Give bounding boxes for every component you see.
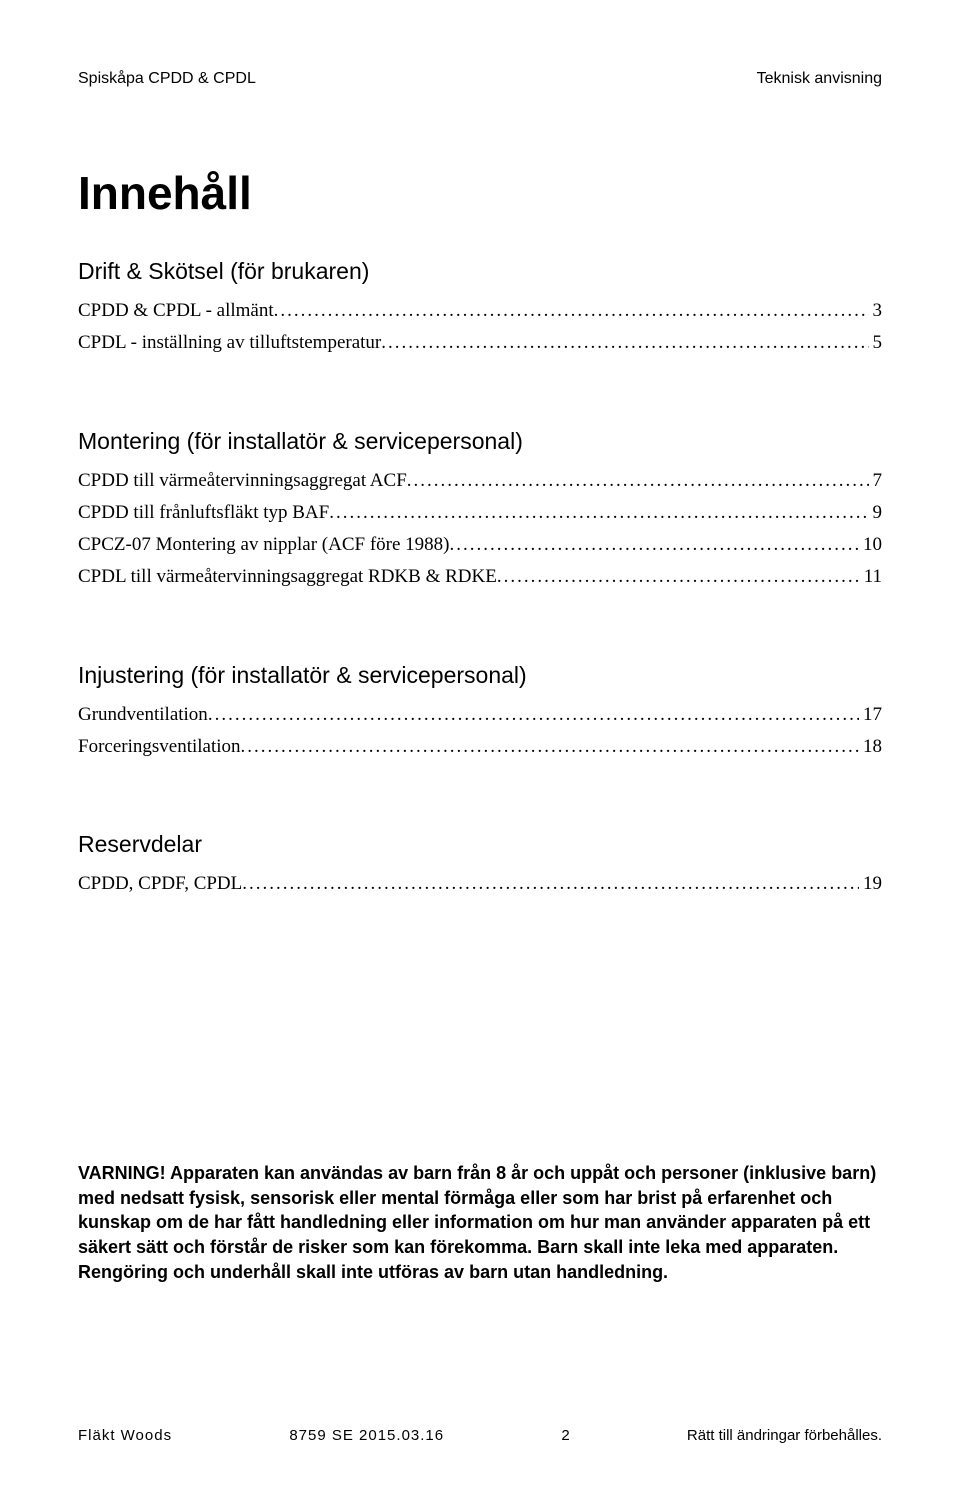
toc-entry: CPDD, CPDF, CPDL 19 <box>78 868 882 900</box>
toc-section-heading: Montering (för installatör & servicepers… <box>78 428 882 455</box>
toc-entry: Forceringsventilation 18 <box>78 731 882 763</box>
page-header: Spiskåpa CPDD & CPDL Teknisk anvisning <box>78 70 882 88</box>
toc-label: CPDD & CPDL - allmänt <box>78 295 274 327</box>
toc-entry: CPDL till värmeåtervinningsaggregat RDKB… <box>78 561 882 593</box>
toc-label: Grundventilation <box>78 699 208 731</box>
toc-leader <box>407 465 869 497</box>
toc-page-number: 18 <box>859 731 882 763</box>
page-title: Innehåll <box>78 166 882 220</box>
toc-entry: CPDD & CPDL - allmänt 3 <box>78 295 882 327</box>
toc-entry: Grundventilation 17 <box>78 699 882 731</box>
warning-text: VARNING! Apparaten kan användas av barn … <box>78 1161 882 1285</box>
toc-label: CPCZ-07 Montering av nipplar (ACF före 1… <box>78 529 450 561</box>
toc-entry: CPCZ-07 Montering av nipplar (ACF före 1… <box>78 529 882 561</box>
toc-label: CPDL - inställning av tilluftstemperatur <box>78 327 381 359</box>
toc-label: CPDD, CPDF, CPDL <box>78 868 242 900</box>
toc-page-number: 3 <box>869 295 883 327</box>
header-right: Teknisk anvisning <box>757 70 882 88</box>
page-footer: Fläkt Woods 8759 SE 2015.03.16 2 Rätt ti… <box>78 1427 882 1444</box>
toc-entry: CPDD till frånluftsfläkt typ BAF 9 <box>78 497 882 529</box>
footer-rights: Rätt till ändringar förbehålles. <box>687 1427 882 1444</box>
toc-section-heading: Reservdelar <box>78 831 882 858</box>
toc-leader <box>241 731 859 763</box>
toc-page-number: 11 <box>860 561 882 593</box>
toc-leader <box>242 868 859 900</box>
toc-label: CPDD till frånluftsfläkt typ BAF <box>78 497 329 529</box>
toc-leader <box>274 295 869 327</box>
toc-leader <box>450 529 859 561</box>
toc-label: CPDL till värmeåtervinningsaggregat RDKB… <box>78 561 497 593</box>
footer-docid: 8759 SE 2015.03.16 <box>289 1427 444 1444</box>
toc-leader <box>381 327 868 359</box>
header-left: Spiskåpa CPDD & CPDL <box>78 70 256 88</box>
toc-entry: CPDL - inställning av tilluftstemperatur… <box>78 327 882 359</box>
toc-label: CPDD till värmeåtervinningsaggregat ACF <box>78 465 407 497</box>
toc-label: Forceringsventilation <box>78 731 241 763</box>
toc-page-number: 9 <box>869 497 883 529</box>
toc-section-heading: Injustering (för installatör & servicepe… <box>78 662 882 689</box>
toc-page-number: 7 <box>869 465 883 497</box>
toc-leader <box>329 497 868 529</box>
toc-leader <box>208 699 859 731</box>
toc-page-number: 10 <box>859 529 882 561</box>
toc-leader <box>497 561 860 593</box>
toc-page-number: 17 <box>859 699 882 731</box>
footer-brand: Fläkt Woods <box>78 1427 172 1444</box>
toc-section-heading: Drift & Skötsel (för brukaren) <box>78 258 882 285</box>
toc-page-number: 19 <box>859 868 882 900</box>
toc-page-number: 5 <box>869 327 883 359</box>
footer-page-number: 2 <box>561 1427 569 1444</box>
toc-entry: CPDD till värmeåtervinningsaggregat ACF … <box>78 465 882 497</box>
